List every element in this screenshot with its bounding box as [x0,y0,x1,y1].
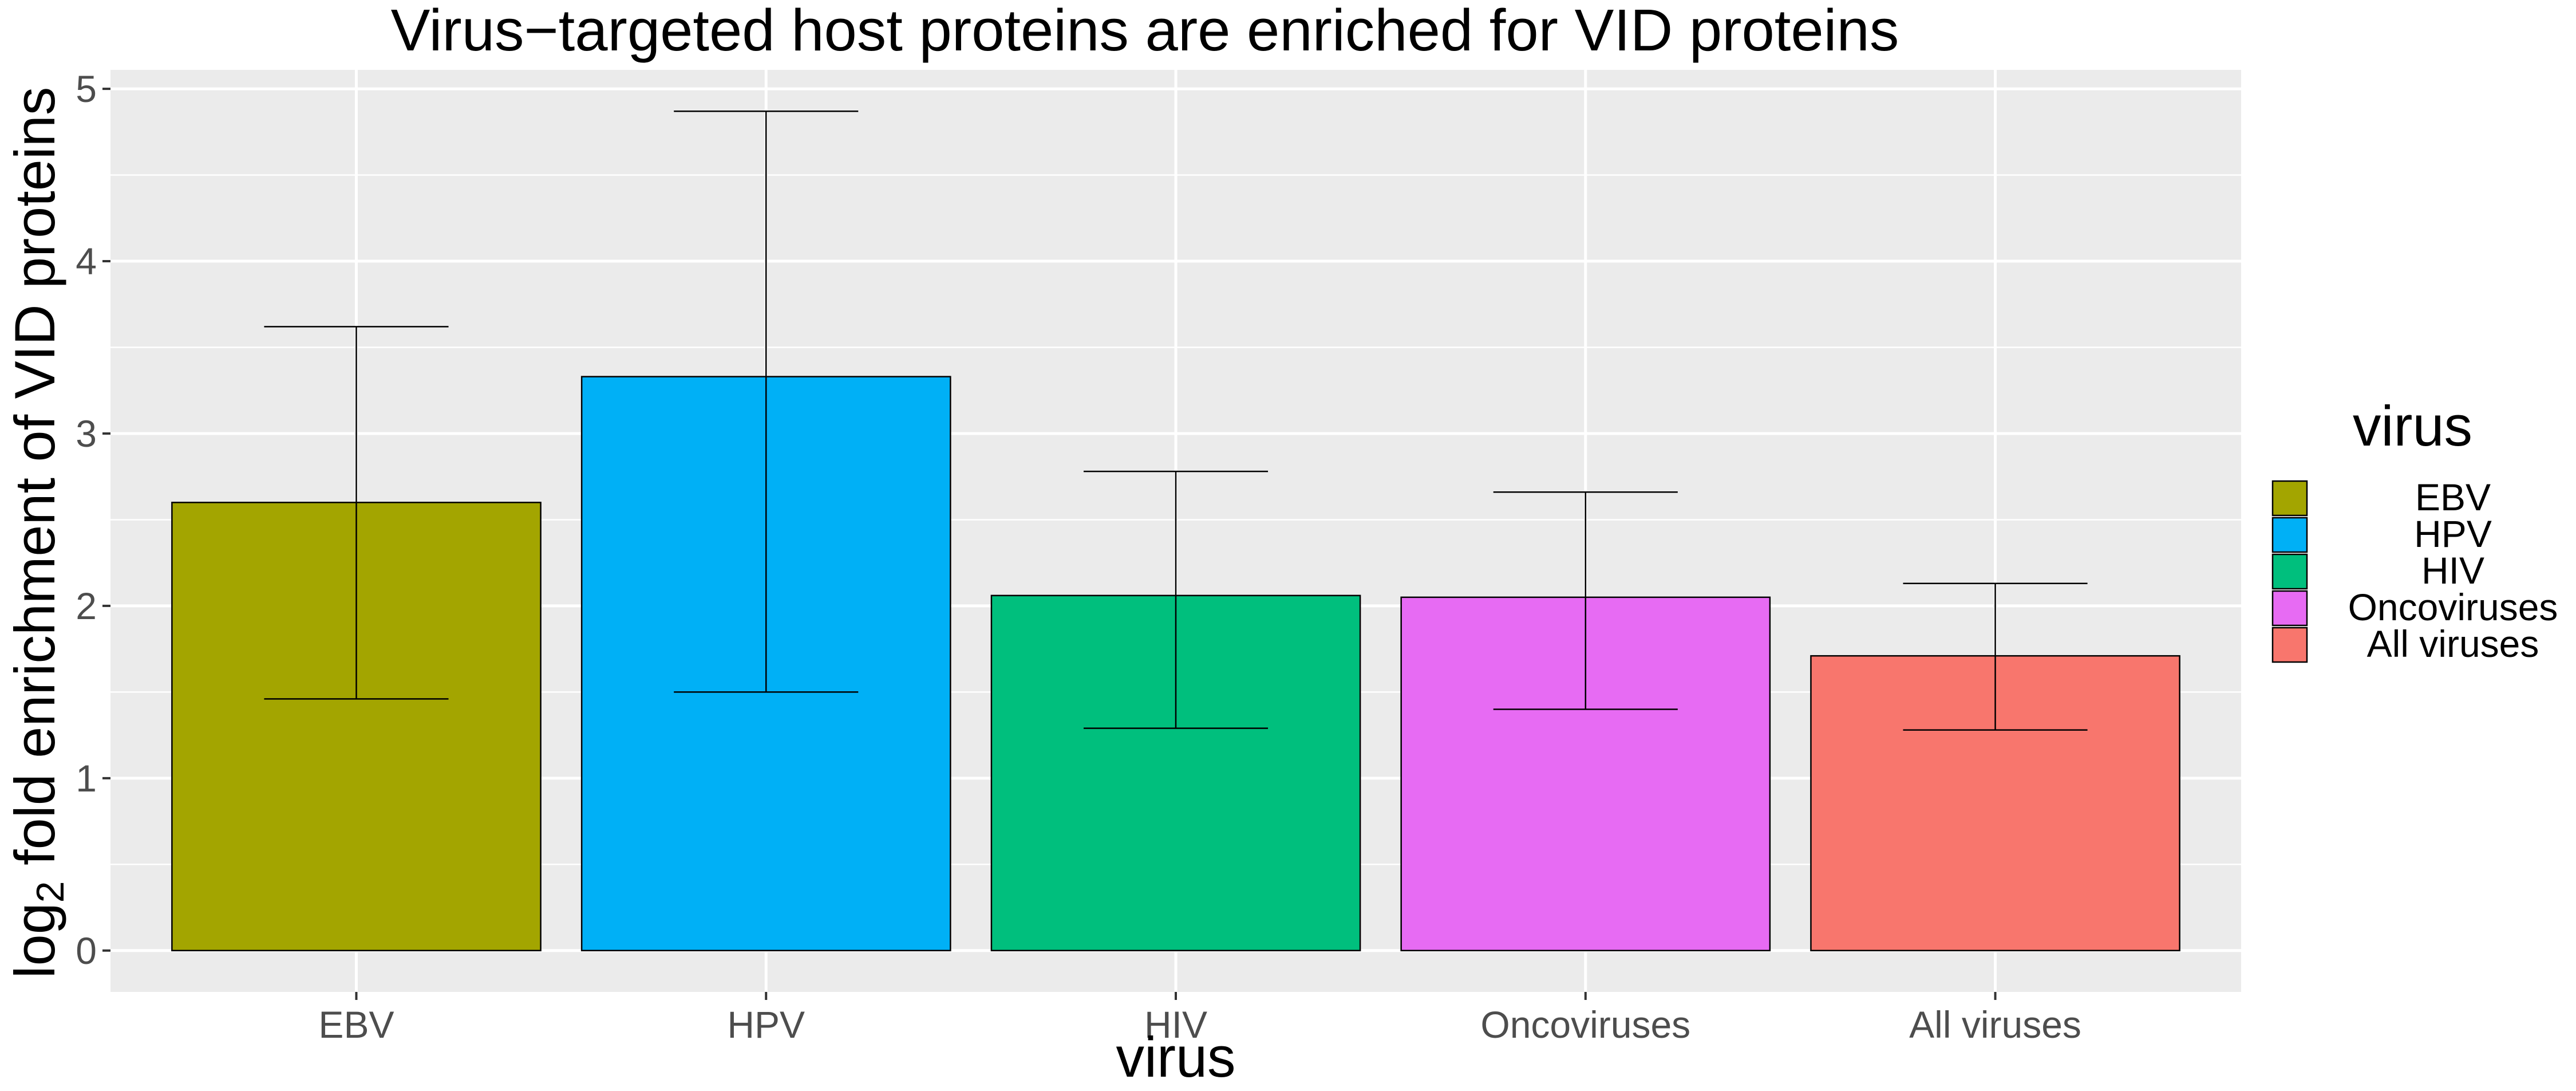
legend-label: Oncoviruses [2348,586,2558,628]
y-tick-label: 1 [76,757,97,799]
legend-swatch [2271,590,2308,627]
legend-swatch [2271,553,2308,590]
error-bar-oncoviruses [1493,491,1678,710]
y-axis-title-prefix: log [3,903,66,978]
y-axis-title-subscript: 2 [29,881,72,903]
legend-swatch [2271,517,2308,553]
y-axis-title-suffix: fold enrichment of VID proteins [3,87,66,881]
x-tick-label: EBV [318,1003,394,1046]
error-bar-hiv [1083,470,1269,729]
chart-title: Virus−targeted host proteins are enriche… [391,0,1899,63]
y-axis-ticks: 0 1 2 3 4 5 [76,68,110,972]
x-tick-label: All viruses [1909,1003,2081,1046]
legend-item-hiv: HIV [2271,549,2484,592]
legend-label: EBV [2415,476,2491,518]
legend-item-oncoviruses: Oncoviruses [2271,586,2558,628]
legend-title: virus [2353,394,2472,458]
y-tick-label: 3 [76,412,97,455]
y-tick-label: 2 [76,585,97,627]
x-tick-label: HIV [1144,1003,1207,1046]
legend-label: All viruses [2367,623,2539,665]
legend-label: HPV [2414,513,2492,555]
legend-item-hpv: HPV [2271,513,2492,555]
y-tick-label: 0 [76,929,97,972]
error-bar-ebv [264,326,449,700]
legend-label: HIV [2421,549,2484,592]
error-bar-hpv [674,110,859,693]
legend-item-all-viruses: All viruses [2271,623,2539,665]
y-tick-label: 4 [76,240,97,282]
x-axis-title: virus [1116,1025,1235,1089]
y-axis-title: log2 fold enrichment of VID proteins [3,87,72,979]
legend-item-ebv: EBV [2271,476,2491,518]
legend-swatch [2271,627,2308,663]
legend-swatch [2271,480,2308,517]
x-tick-label: Oncoviruses [1480,1003,1690,1046]
x-tick-label: HPV [727,1003,805,1046]
error-bar-all-viruses [1903,582,2088,731]
y-tick-label: 5 [76,68,97,110]
x-axis-ticks: EBV HPV HIV Oncoviruses All viruses [318,992,2081,1046]
error-bars [264,110,2088,731]
